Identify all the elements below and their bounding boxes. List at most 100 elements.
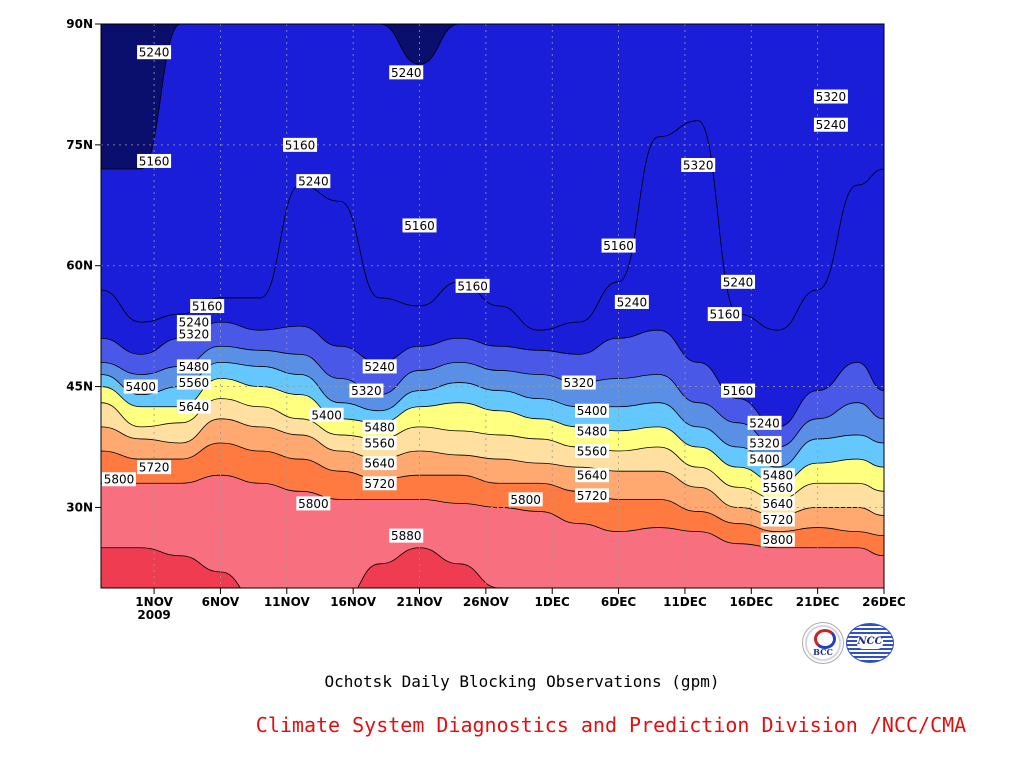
x-tick-label: 11DEC bbox=[663, 595, 707, 609]
contour-label-text: 5160 bbox=[709, 308, 740, 322]
y-axis: 30N 45N 60N 75N 90N bbox=[66, 17, 101, 514]
y-tick-label: 45N bbox=[66, 380, 93, 394]
contour-label-box bbox=[760, 512, 795, 527]
x-year-label: 2009 bbox=[137, 608, 170, 622]
contour-label-text: 5640 bbox=[364, 457, 395, 471]
contour-label-box bbox=[389, 528, 424, 543]
contour-label: 5800 bbox=[760, 532, 795, 547]
contour-label: 5720 bbox=[137, 460, 172, 475]
contour-label: 5160 bbox=[190, 299, 225, 314]
contour-label-box bbox=[362, 359, 397, 374]
contour-label: 5320 bbox=[561, 375, 596, 390]
contour-label: 5480 bbox=[362, 419, 397, 434]
contour-label-text: 5320 bbox=[816, 90, 847, 104]
contour-label-text: 5160 bbox=[457, 279, 488, 293]
contour-label-box bbox=[721, 383, 756, 398]
x-tick-label: 1DEC bbox=[535, 595, 571, 609]
contour-label-box bbox=[681, 158, 716, 172]
contour-label-text: 5560 bbox=[179, 376, 210, 390]
x-tick-label: 16DEC bbox=[729, 595, 773, 609]
contour-label-box bbox=[601, 238, 636, 253]
contour-label-box bbox=[721, 274, 756, 289]
contour-label-box bbox=[296, 496, 331, 511]
contour-label-box bbox=[760, 496, 795, 511]
x-tick-label: 16NOV bbox=[330, 595, 377, 609]
contour-label-text: 5800 bbox=[763, 533, 794, 547]
contour-label-box bbox=[575, 468, 610, 483]
ncc-logo-icon: NCC bbox=[846, 623, 894, 663]
contour-label-text: 5560 bbox=[577, 445, 608, 459]
contour-label-text: 5800 bbox=[298, 497, 329, 511]
contour-label: 5320 bbox=[681, 158, 716, 173]
credit-line: Climate System Diagnostics and Predictio… bbox=[255, 713, 967, 737]
contour-labels: 5240524051605160524051605160516052405320… bbox=[102, 45, 848, 547]
y-tick-label: 30N bbox=[66, 500, 93, 514]
contour-label-box bbox=[137, 153, 172, 168]
contour-label-text: 5320 bbox=[683, 159, 714, 173]
contour-label-box bbox=[349, 383, 384, 398]
contour-label-text: 5880 bbox=[391, 529, 422, 543]
contour-label: 5560 bbox=[575, 444, 610, 459]
contour-label-text: 5240 bbox=[139, 46, 170, 60]
contour-label-box bbox=[614, 294, 649, 309]
contour-label-box bbox=[389, 65, 424, 80]
contour-label-box bbox=[176, 375, 211, 390]
bcc-logo-swirl bbox=[814, 629, 836, 649]
contour-label-box bbox=[296, 174, 331, 189]
contour-label: 5160 bbox=[402, 218, 437, 233]
contour-label: 5480 bbox=[176, 359, 211, 374]
plot-frame bbox=[100, 23, 885, 589]
contour-label-text: 5160 bbox=[139, 154, 170, 168]
contour-label-box bbox=[137, 460, 172, 475]
contour-label: 5160 bbox=[601, 238, 636, 253]
contour-label-box bbox=[137, 45, 172, 60]
contour-label: 5240 bbox=[389, 65, 424, 80]
contour-label: 5640 bbox=[575, 468, 610, 483]
contour-label-text: 5160 bbox=[723, 384, 754, 398]
x-axis: 1NOV 6NOV 11NOV 16NOV 21NOV 26NOV 1DEC 6DEC 11DE… bbox=[135, 588, 906, 622]
contour-label-text: 5240 bbox=[723, 275, 754, 289]
contour-label: 5160 bbox=[707, 307, 742, 322]
contour-label-text: 5480 bbox=[364, 420, 395, 434]
x-tick-label: 1NOV bbox=[135, 595, 173, 609]
x-tick-label: 11NOV bbox=[264, 595, 311, 609]
contour-label: 5800 bbox=[296, 496, 331, 511]
contour-label-text: 5320 bbox=[351, 384, 382, 398]
contour-label-text: 5240 bbox=[617, 295, 648, 309]
contour-label-text: 5240 bbox=[179, 316, 210, 330]
x-tick-label: 21DEC bbox=[796, 595, 840, 609]
contour-label: 5240 bbox=[137, 45, 172, 60]
contour-label: 5240 bbox=[614, 294, 649, 309]
contour-label: 5400 bbox=[747, 452, 782, 467]
contour-label: 5720 bbox=[575, 488, 610, 503]
contour-label: 5240 bbox=[296, 174, 331, 189]
contour-label-box bbox=[362, 435, 397, 450]
contour-label-text: 5400 bbox=[577, 404, 608, 418]
contour-label-box bbox=[747, 452, 782, 467]
ncc-logo-text: NCC bbox=[857, 635, 883, 649]
contour-label-box bbox=[176, 399, 211, 414]
contour-label-box bbox=[283, 137, 318, 152]
contour-label: 5560 bbox=[760, 480, 795, 495]
contour-label-box bbox=[362, 476, 397, 491]
x-tick-label: 6NOV bbox=[202, 595, 240, 609]
contour-label-text: 5240 bbox=[816, 118, 847, 132]
contour-label: 5560 bbox=[362, 435, 397, 450]
contour-label-text: 5400 bbox=[126, 380, 157, 394]
contour-label: 5400 bbox=[575, 403, 610, 418]
contour-label-text: 5240 bbox=[749, 416, 780, 430]
contour-label-box bbox=[760, 532, 795, 547]
contour-label: 5240 bbox=[813, 117, 848, 132]
contour-label: 5240 bbox=[362, 359, 397, 374]
contour-label: 5880 bbox=[389, 528, 424, 543]
contour-label-text: 5400 bbox=[311, 408, 342, 422]
contour-label-text: 5480 bbox=[179, 360, 210, 374]
contour-label: 5400 bbox=[309, 407, 344, 422]
contour-label: 5640 bbox=[362, 456, 397, 471]
contour-label: 5320 bbox=[176, 327, 211, 342]
x-tick-label: 26DEC bbox=[862, 595, 906, 609]
x-tick-label: 6DEC bbox=[601, 595, 637, 609]
contour-label-box bbox=[575, 488, 610, 503]
contour-label: 5160 bbox=[283, 137, 318, 152]
contour-label-box bbox=[176, 327, 211, 342]
